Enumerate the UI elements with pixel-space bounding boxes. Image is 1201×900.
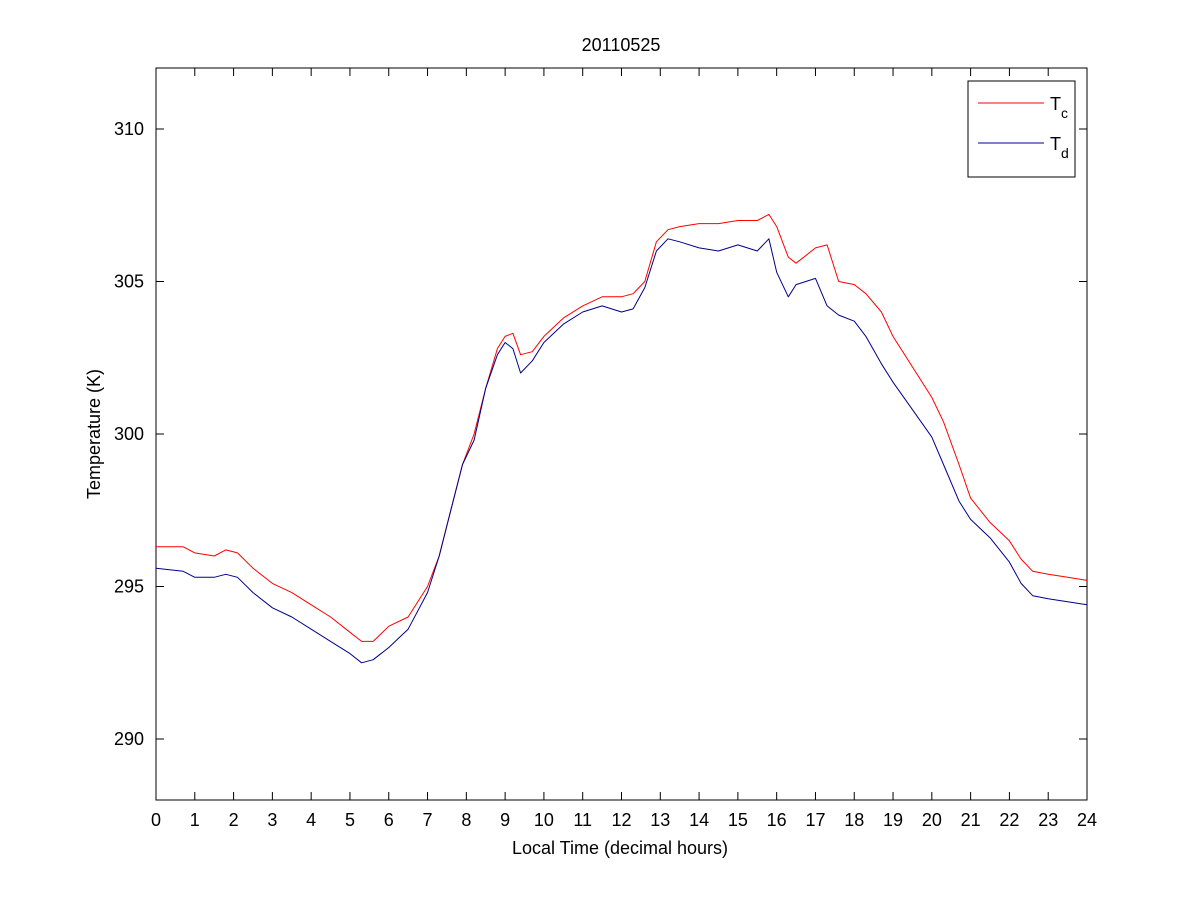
x-tick-label: 14 xyxy=(689,810,709,830)
legend-name: T xyxy=(1050,94,1061,114)
plot-area: 0 1 2 3 4 5 6 7 8 9 10 11 12 13 14 15 16 17 18 19 20 21 22 23 24… xyxy=(114,67,1097,830)
x-tick-label: 16 xyxy=(767,810,787,830)
x-tick-label: 10 xyxy=(534,810,554,830)
x-tick-label: 4 xyxy=(306,810,316,830)
x-tick-label: 21 xyxy=(961,810,981,830)
x-tick-label: 17 xyxy=(805,810,825,830)
x-tick-label: 0 xyxy=(151,810,161,830)
x-tick-label: 23 xyxy=(1038,810,1058,830)
legend-box xyxy=(967,80,1076,178)
x-tick-label: 20 xyxy=(922,810,942,830)
chart-title: 20110525 xyxy=(582,35,661,55)
x-tick-label: 24 xyxy=(1077,810,1097,830)
y-tick-label: 310 xyxy=(114,119,144,139)
x-tick-label: 7 xyxy=(423,810,433,830)
y-tick-label: 305 xyxy=(114,272,144,292)
x-tick-label: 18 xyxy=(844,810,864,830)
x-tick-label: 19 xyxy=(883,810,903,830)
x-tick-label: 8 xyxy=(461,810,471,830)
series-line-t-d xyxy=(155,238,1088,664)
legend-subscript: d xyxy=(1061,145,1069,161)
y-tick-label: 290 xyxy=(114,729,144,749)
y-axis-label: Temperature (K) xyxy=(84,369,104,499)
legend-label-c: Tc xyxy=(1050,94,1068,121)
x-tick-label: 15 xyxy=(728,810,748,830)
series-line-t-c xyxy=(156,213,1088,642)
y-tick-label: 295 xyxy=(114,577,144,597)
x-axis-label: Local Time (decimal hours) xyxy=(512,838,728,858)
x-tick-label: 12 xyxy=(611,810,631,830)
y-tick-label: 300 xyxy=(114,424,144,444)
legend-name: T xyxy=(1050,134,1061,154)
x-tick-label: 22 xyxy=(999,810,1019,830)
x-tick-label: 6 xyxy=(384,810,394,830)
x-tick-label: 3 xyxy=(267,810,277,830)
x-tick-label: 9 xyxy=(500,810,510,830)
x-tick-label: 5 xyxy=(345,810,355,830)
x-tick-label: 2 xyxy=(229,810,239,830)
legend-subscript: c xyxy=(1061,105,1068,121)
x-tick-label: 13 xyxy=(650,810,670,830)
x-tick-label: 1 xyxy=(190,810,200,830)
legend-label-d: Td xyxy=(1050,134,1069,161)
x-tick-label: 11 xyxy=(573,810,592,830)
